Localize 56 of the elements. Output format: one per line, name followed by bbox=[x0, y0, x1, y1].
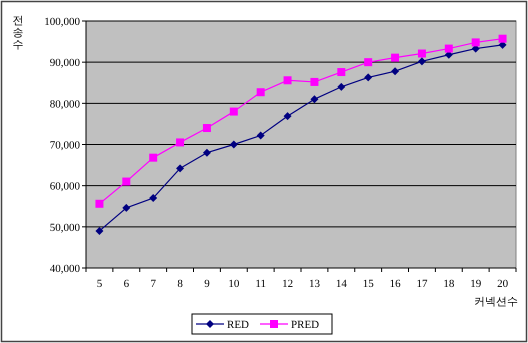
point bbox=[498, 34, 507, 43]
y-tick-label: 70,000 bbox=[50, 140, 80, 152]
x-tick-label: 12 bbox=[282, 278, 294, 290]
x-tick-label: 14 bbox=[336, 278, 348, 290]
point bbox=[122, 178, 130, 186]
point bbox=[310, 95, 318, 104]
point bbox=[149, 154, 158, 162]
point bbox=[202, 124, 211, 132]
x-tick-label: 7 bbox=[150, 278, 156, 290]
x-tick-label: 13 bbox=[308, 278, 320, 290]
point bbox=[284, 76, 292, 84]
x-tick-label: 6 bbox=[124, 278, 130, 290]
point bbox=[364, 73, 372, 82]
y-tick-label: 60,000 bbox=[50, 180, 80, 193]
x-tick-label: 17 bbox=[416, 278, 428, 290]
point bbox=[418, 57, 426, 66]
point bbox=[337, 82, 346, 91]
y-tick-label: 80,000 bbox=[50, 98, 80, 110]
point bbox=[149, 194, 158, 202]
point bbox=[364, 58, 372, 66]
point bbox=[176, 138, 184, 146]
x-tick-label: 11 bbox=[255, 278, 266, 290]
point bbox=[202, 148, 211, 157]
point bbox=[256, 131, 265, 140]
point bbox=[95, 200, 104, 208]
point bbox=[230, 108, 238, 116]
y-tick-label: 40,000 bbox=[50, 263, 80, 275]
point bbox=[230, 140, 238, 148]
y-tick-label: 50,000 bbox=[50, 222, 80, 234]
legend-label: PRED bbox=[291, 319, 320, 331]
point bbox=[256, 88, 265, 96]
x-tick-label: 15 bbox=[362, 278, 374, 290]
point bbox=[391, 54, 400, 62]
x-tick-label: 5 bbox=[96, 278, 103, 290]
x-tick-label: 19 bbox=[470, 278, 482, 290]
x-tick-label: 9 bbox=[204, 278, 210, 290]
point bbox=[337, 68, 346, 76]
point bbox=[472, 38, 480, 46]
y-axis-title: 전송수 bbox=[12, 14, 24, 51]
y-tick-label: 100,000 bbox=[44, 16, 80, 28]
legend-label: RED bbox=[227, 319, 250, 331]
x-tick-label: 20 bbox=[497, 278, 509, 290]
point bbox=[284, 112, 292, 120]
x-tick-label: 8 bbox=[177, 278, 184, 290]
point bbox=[391, 67, 400, 76]
x-tick-label: 10 bbox=[228, 278, 240, 290]
x-tick-label: 16 bbox=[390, 278, 402, 290]
point bbox=[95, 226, 104, 235]
point bbox=[418, 50, 426, 58]
point bbox=[176, 164, 184, 172]
x-axis-title: 커넥션수 bbox=[474, 295, 518, 308]
point bbox=[122, 204, 130, 212]
point bbox=[310, 78, 318, 86]
y-tick-label: 90,000 bbox=[50, 57, 80, 70]
point bbox=[444, 44, 453, 53]
x-tick-label: 18 bbox=[443, 278, 455, 290]
